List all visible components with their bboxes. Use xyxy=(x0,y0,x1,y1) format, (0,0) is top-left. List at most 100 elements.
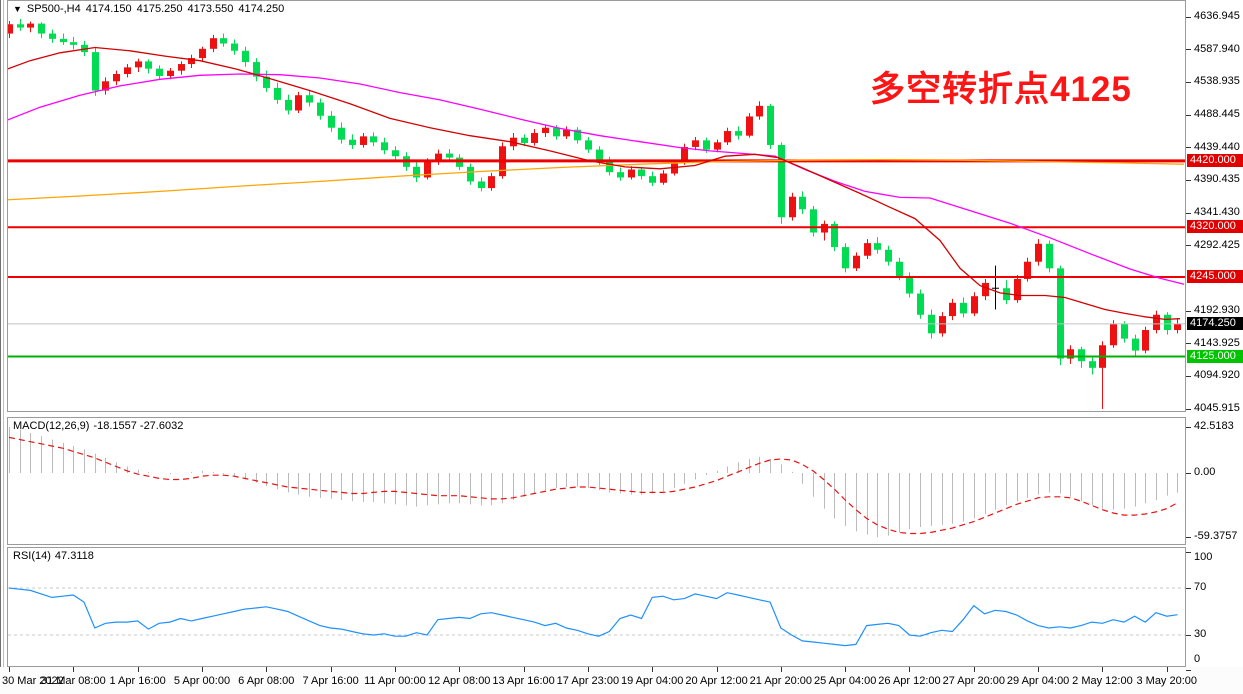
time-tick-label: 13 Apr 16:00 xyxy=(492,675,555,687)
time-tick-label: 17 Apr 23:00 xyxy=(556,675,620,687)
candle-body xyxy=(638,169,645,177)
time-tick-label: 7 Apr 16:00 xyxy=(302,675,359,687)
rsi-tick-mark xyxy=(1186,634,1191,636)
time-tick-label: 12 Apr 08:00 xyxy=(428,675,491,687)
candle-body xyxy=(896,261,903,277)
candle-body xyxy=(789,196,796,218)
macd-values: -18.1557 -27.6032 xyxy=(93,420,184,432)
time-tick-label: 21 Apr 20:00 xyxy=(749,675,813,687)
candle-body xyxy=(49,33,56,39)
candle-body xyxy=(885,249,892,262)
macd-panel[interactable]: MACD(12,26,9) -18.1557 -27.6032 xyxy=(7,417,1186,545)
candle-body xyxy=(660,173,667,183)
candle-body xyxy=(167,70,174,76)
candle-body xyxy=(263,76,270,88)
time-tick-mark xyxy=(845,667,847,672)
macd-indicator-label: MACD(12,26,9) -18.1557 -27.6032 xyxy=(13,420,187,432)
candle-body xyxy=(1024,261,1031,279)
candle-body xyxy=(413,166,420,178)
quote-close: 4174.250 xyxy=(238,3,285,15)
time-tick-label: 31 Mar 08:00 xyxy=(40,675,106,687)
price-tick-mark xyxy=(1186,408,1191,410)
rsi-panel[interactable]: RSI(14) 47.3118 xyxy=(7,547,1186,667)
candle-body xyxy=(531,133,538,143)
time-tick-mark xyxy=(780,667,782,672)
level-price-badge: 4125.000 xyxy=(1187,349,1243,363)
macd-plot xyxy=(8,427,1178,538)
candle-body xyxy=(124,67,131,75)
time-tick-mark xyxy=(587,667,589,672)
candle-body xyxy=(692,140,699,147)
rsi-tick-mark xyxy=(1186,669,1191,671)
time-tick-label: 29 Apr 04:00 xyxy=(1006,675,1070,687)
candle-body xyxy=(1035,243,1042,262)
candle-body xyxy=(338,127,345,140)
candle-body xyxy=(178,64,185,71)
price-tick-label: 4143.925 xyxy=(1194,336,1240,349)
price-tick-label: 4045.915 xyxy=(1194,402,1240,414)
ma-mid-magenta xyxy=(8,73,1185,285)
candle-body xyxy=(960,302,967,314)
price-plot xyxy=(8,18,1185,409)
main-chart-panel[interactable]: ▼ SP500-,H4 4174.150 4175.250 4173.550 4174.2… xyxy=(7,0,1186,412)
candle-body xyxy=(1164,314,1171,331)
time-tick-mark xyxy=(1166,667,1168,672)
price-tick-label: 4587.940 xyxy=(1194,42,1240,55)
symbol-dropdown-icon[interactable]: ▼ xyxy=(13,4,22,14)
candle-body xyxy=(285,99,292,111)
candle-body xyxy=(102,81,109,91)
time-tick-mark xyxy=(137,667,139,672)
time-axis[interactable]: 30 Mar 2022 31 Mar 08:00 1 Apr 16:00 5 Apr … xyxy=(0,667,1243,694)
candle-body xyxy=(328,115,335,128)
price-tick-mark xyxy=(1186,16,1191,18)
time-tick-mark xyxy=(1102,667,1104,672)
candle-body xyxy=(746,116,753,136)
time-tick-mark xyxy=(909,667,911,672)
rsi-tick-label: 30 xyxy=(1194,628,1207,640)
time-tick-label: 11 Apr 00:00 xyxy=(364,675,426,687)
candle-body xyxy=(1089,361,1096,368)
candle-body xyxy=(853,255,860,269)
rsi-line xyxy=(8,587,1178,647)
candle-body xyxy=(392,150,399,157)
macd-tick-label: 42.5183 xyxy=(1194,420,1234,433)
candle-body xyxy=(596,149,603,162)
quote-open: 4174.150 xyxy=(85,3,132,15)
price-tick-label: 4094.920 xyxy=(1194,369,1240,382)
time-tick-mark xyxy=(394,667,396,672)
candle-body xyxy=(767,105,774,145)
candle-body xyxy=(864,243,871,256)
candle-body xyxy=(574,129,581,141)
candle-body xyxy=(949,302,956,317)
candle-body xyxy=(617,172,624,178)
candle-body xyxy=(1174,323,1181,331)
candle-body xyxy=(274,87,281,100)
candle-body xyxy=(210,38,217,49)
price-tick-label: 4341.430 xyxy=(1194,206,1240,218)
price-tick-mark xyxy=(1186,245,1191,246)
quote-bar: ▼ SP500-,H4 4174.150 4175.250 4173.550 4174.2… xyxy=(13,3,289,15)
rsi-tick-mark xyxy=(1186,587,1191,589)
candle-body xyxy=(253,62,260,77)
candle-body xyxy=(1067,349,1074,359)
annotation-text: 多空转折点4125 xyxy=(870,70,1132,109)
candle-body xyxy=(1057,268,1064,359)
level-price-badge: 4320.000 xyxy=(1187,220,1243,234)
candle-body xyxy=(649,176,656,183)
time-tick-mark xyxy=(73,667,75,672)
time-tick-mark xyxy=(1038,667,1040,672)
price-tick-mark xyxy=(1186,81,1191,83)
price-tick-label: 4439.440 xyxy=(1194,140,1240,153)
candle-body xyxy=(1078,349,1085,362)
price-axis[interactable]: 4636.945 4587.940 4538.935 4488.445 4439.440… xyxy=(1186,0,1243,694)
time-tick-mark xyxy=(266,667,268,672)
candle-body xyxy=(714,142,721,150)
time-tick-mark xyxy=(330,667,332,672)
candle-body xyxy=(70,42,77,45)
macd-tick-label: -59.3757 xyxy=(1194,530,1238,543)
price-tick-label: 4488.445 xyxy=(1194,108,1240,121)
macd-tick-mark xyxy=(1186,426,1191,428)
candle-body xyxy=(92,52,99,91)
rsi-tick-label: 0 xyxy=(1194,653,1201,665)
candle-body xyxy=(38,23,45,34)
